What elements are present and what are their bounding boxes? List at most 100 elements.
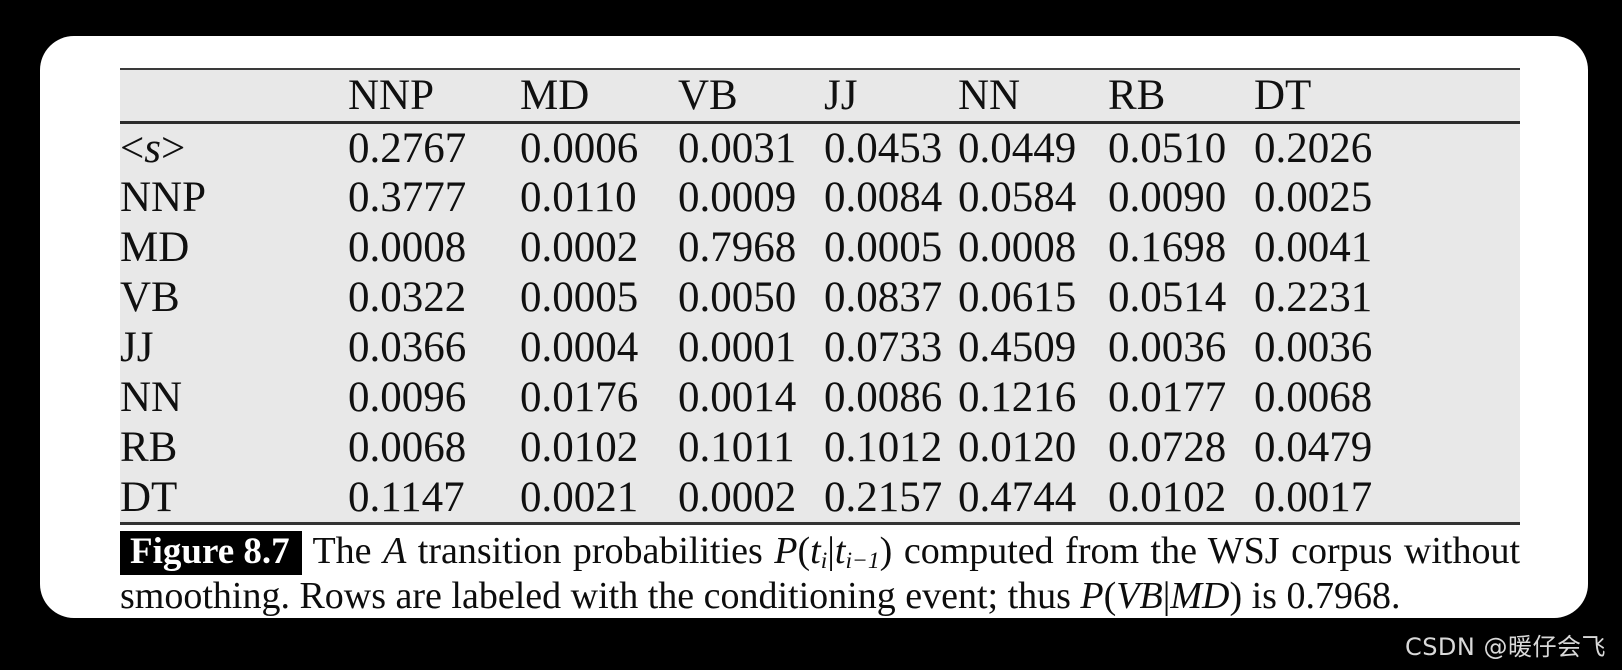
caption-math-vb: VB xyxy=(1116,575,1163,617)
prob-cell: 0.0102 xyxy=(1108,472,1254,523)
prob-cell: 0.0014 xyxy=(678,372,824,423)
prob-cell: 0.0615 xyxy=(958,272,1108,323)
row-label: MD xyxy=(120,222,348,273)
prob-cell: 0.0017 xyxy=(1254,472,1520,523)
prob-cell: 0.0002 xyxy=(520,222,678,273)
caption-math-a: A xyxy=(383,530,407,572)
figure-number-label: Figure 8.7 xyxy=(120,531,302,575)
prob-cell: 0.0036 xyxy=(1254,322,1520,373)
row-label: VB xyxy=(120,272,348,323)
prob-cell: 0.0025 xyxy=(1254,172,1520,223)
caption-text: smoothing. Rows are labeled with the con… xyxy=(120,575,1081,617)
caption-subscript: i−1 xyxy=(845,548,880,575)
prob-cell: 0.0120 xyxy=(958,422,1108,473)
table-row: DT 0.1147 0.0021 0.0002 0.2157 0.4744 0.0102 0.… xyxy=(120,472,1520,523)
table-row: JJ 0.0366 0.0004 0.0001 0.0733 0.4509 0.0036 0.… xyxy=(120,322,1520,373)
prob-cell: 0.0084 xyxy=(824,172,958,223)
row-label: DT xyxy=(120,472,348,523)
csdn-watermark: CSDN @暖仔会飞 xyxy=(1404,633,1606,661)
prob-cell: 0.0068 xyxy=(1254,372,1520,423)
prob-cell: 0.2231 xyxy=(1254,272,1520,323)
prob-cell: 0.0086 xyxy=(824,372,958,423)
row-label: JJ xyxy=(120,322,348,373)
prob-cell: 0.0036 xyxy=(1108,322,1254,373)
transition-table-wrap: NNP MD VB JJ NN RB DT <s> 0.2767 0.0006 0.0031 0.0… xyxy=(120,68,1520,525)
prob-cell: 0.0009 xyxy=(678,172,824,223)
prob-cell: 0.0001 xyxy=(678,322,824,373)
prob-cell: 0.0728 xyxy=(1108,422,1254,473)
prob-cell: 0.0733 xyxy=(824,322,958,373)
row-label: NNP xyxy=(120,172,348,223)
column-header-md: MD xyxy=(520,69,678,124)
prob-cell: 0.0514 xyxy=(1108,272,1254,323)
row-label: <s> xyxy=(120,122,348,173)
table-header-row: NNP MD VB JJ NN RB DT xyxy=(120,69,1520,124)
column-header-jj: JJ xyxy=(824,69,958,124)
prob-cell: 0.0004 xyxy=(520,322,678,373)
caption-paren: ( xyxy=(1103,575,1117,617)
caption-line-1: Figure 8.7 The A transition probabilitie… xyxy=(120,530,1520,575)
prob-cell: 0.1011 xyxy=(678,422,824,473)
prob-cell: 0.0449 xyxy=(958,122,1108,173)
prob-cell: 0.0110 xyxy=(520,172,678,223)
prob-cell: 0.0002 xyxy=(678,472,824,523)
prob-cell: 0.2157 xyxy=(824,472,958,523)
caption-line-2: smoothing. Rows are labeled with the con… xyxy=(120,575,1520,617)
column-header-dt: DT xyxy=(1254,69,1520,124)
caption-paren: ( xyxy=(797,530,811,572)
table-row: MD 0.0008 0.0002 0.7968 0.0005 0.0008 0.1698 0.… xyxy=(120,222,1520,273)
column-header-vb: VB xyxy=(678,69,824,124)
prob-cell: 0.7968 xyxy=(678,222,824,273)
prob-cell: 0.0008 xyxy=(348,222,520,273)
prob-cell: 0.0322 xyxy=(348,272,520,323)
column-header-rb: RB xyxy=(1108,69,1254,124)
prob-cell: 0.4744 xyxy=(958,472,1108,523)
caption-bar: | xyxy=(827,530,835,572)
caption-text: The xyxy=(312,530,384,572)
prob-cell: 0.0031 xyxy=(678,122,824,173)
caption-subscript: i xyxy=(820,548,828,575)
caption-math-p: P xyxy=(1080,575,1104,617)
prob-cell: 0.0584 xyxy=(958,172,1108,223)
prob-cell: 0.0479 xyxy=(1254,422,1520,473)
caption-math-t: t xyxy=(810,530,821,572)
table-row: NN 0.0096 0.0176 0.0014 0.0086 0.1216 0.0177 0.… xyxy=(120,372,1520,423)
prob-cell: 0.3777 xyxy=(348,172,520,223)
prob-cell: 0.0177 xyxy=(1108,372,1254,423)
prob-cell: 0.0005 xyxy=(520,272,678,323)
caption-paren: ) xyxy=(1229,575,1243,617)
prob-cell: 0.0102 xyxy=(520,422,678,473)
prob-cell: 0.1012 xyxy=(824,422,958,473)
column-header-nn: NN xyxy=(958,69,1108,124)
caption-math-md: MD xyxy=(1170,575,1230,617)
caption-math-t: t xyxy=(834,530,846,572)
row-label: NN xyxy=(120,372,348,423)
transition-probability-table: NNP MD VB JJ NN RB DT <s> 0.2767 0.0006 0.0031 0.0… xyxy=(120,68,1520,525)
prob-cell: 0.4509 xyxy=(958,322,1108,373)
prob-cell: 0.0068 xyxy=(348,422,520,473)
caption-bar: | xyxy=(1162,575,1171,617)
caption-text: is 0.7968. xyxy=(1242,575,1401,617)
prob-cell: 0.0453 xyxy=(824,122,958,173)
prob-cell: 0.2767 xyxy=(348,122,520,173)
prob-cell: 0.0021 xyxy=(520,472,678,523)
table-row: NNP 0.3777 0.0110 0.0009 0.0084 0.0584 0.0090 0… xyxy=(120,172,1520,223)
table-row: RB 0.0068 0.0102 0.1011 0.1012 0.0120 0.0728 0.… xyxy=(120,422,1520,473)
table-row: <s> 0.2767 0.0006 0.0031 0.0453 0.0449 0.0510 0… xyxy=(120,122,1520,173)
prob-cell: 0.0510 xyxy=(1108,122,1254,173)
prob-cell: 0.0176 xyxy=(520,372,678,423)
caption-text: computed from the WSJ corpus without xyxy=(892,530,1520,572)
prob-cell: 0.0366 xyxy=(348,322,520,373)
prob-cell: 0.0837 xyxy=(824,272,958,323)
caption-math-p: P xyxy=(774,530,798,572)
prob-cell: 0.0006 xyxy=(520,122,678,173)
column-header-nnp: NNP xyxy=(348,69,520,124)
figure-card: NNP MD VB JJ NN RB DT <s> 0.2767 0.0006 0.0031 0.0… xyxy=(40,36,1588,618)
prob-cell: 0.2026 xyxy=(1254,122,1520,173)
table-row: VB 0.0322 0.0005 0.0050 0.0837 0.0615 0.0514 0.… xyxy=(120,272,1520,323)
caption-text: transition probabilities xyxy=(406,530,775,572)
prob-cell: 0.0090 xyxy=(1108,172,1254,223)
corner-cell xyxy=(120,69,348,124)
prob-cell: 0.1698 xyxy=(1108,222,1254,273)
